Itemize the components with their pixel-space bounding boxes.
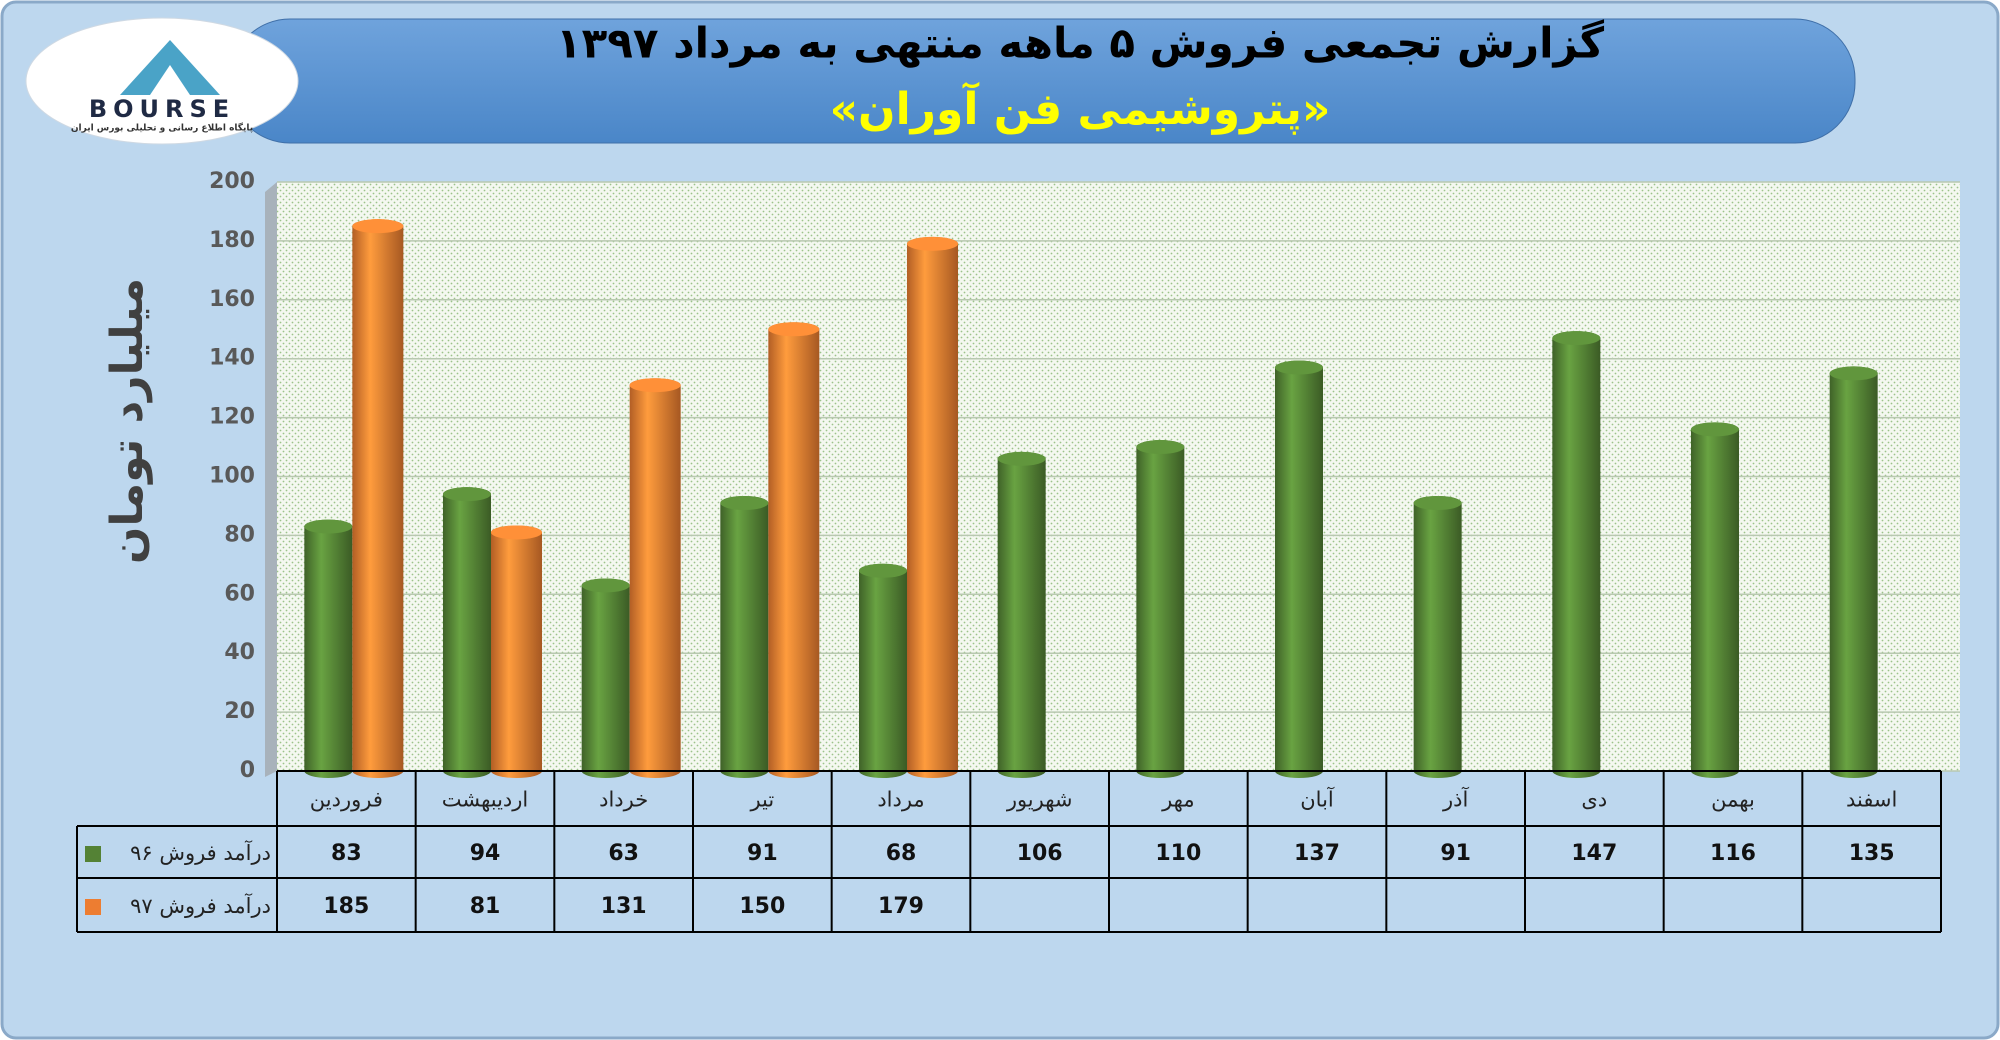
bar: [443, 487, 491, 778]
table-value: 116: [1710, 841, 1756, 866]
bar: [720, 496, 769, 778]
x-tick-label: مرداد: [877, 788, 924, 812]
y-tick-label: 100: [209, 464, 255, 489]
y-tick-label: 20: [224, 699, 255, 724]
bar: [1136, 440, 1185, 778]
bar-cap: [1136, 440, 1185, 455]
bar-cap: [581, 578, 630, 593]
bar: [1552, 331, 1601, 778]
bar: [907, 236, 958, 778]
bar: [1691, 422, 1739, 778]
bar-cap: [907, 236, 958, 251]
bar-cap: [1829, 366, 1878, 381]
bar: [491, 525, 542, 778]
x-tick-label: دی: [1581, 788, 1607, 812]
x-tick-label: خرداد: [599, 788, 648, 812]
table-value: 94: [470, 841, 501, 866]
table-value: 185: [323, 894, 369, 919]
x-tick-label: اسفند: [1846, 788, 1897, 812]
bar-cap: [997, 451, 1046, 466]
legend-label: درآمد فروش ۹۷: [130, 893, 271, 918]
table-value: 83: [331, 841, 362, 866]
bar: [1275, 360, 1323, 778]
bar: [997, 451, 1046, 778]
y-axis-label: میلیارد تومان: [102, 278, 153, 564]
table-value: 147: [1571, 841, 1617, 866]
x-tick-label: تیر: [749, 788, 774, 812]
bar: [1413, 496, 1462, 778]
legend-swatch: [85, 846, 101, 862]
bar-cap: [1552, 331, 1601, 346]
table-value: 110: [1155, 841, 1201, 866]
bar-cap: [1691, 422, 1739, 437]
chart-title: گزارش تجمعی فروش ۵ ماهه منتهی به مرداد ۱…: [556, 19, 1605, 69]
bar: [352, 219, 404, 779]
y-tick-label: 160: [209, 287, 255, 312]
chart-subtitle: «پتروشیمی فن آوران»: [830, 81, 1331, 135]
logo-tagline: پایگاه اطلاع رسانی و تحلیلی بورس ایران: [71, 122, 253, 134]
table-value: 68: [886, 841, 917, 866]
bar-cap: [859, 563, 907, 578]
bar: [304, 519, 353, 778]
y-tick-label: 140: [209, 346, 255, 371]
bar-cap: [1275, 360, 1323, 375]
x-tick-label: آبان: [1300, 787, 1335, 812]
y-tick-label: 60: [224, 581, 255, 606]
x-tick-label: آذر: [1442, 787, 1469, 812]
x-tick-label: فروردین: [310, 788, 383, 812]
y-tick-label: 200: [209, 169, 255, 194]
bar: [1829, 366, 1878, 778]
table-value: 63: [608, 841, 639, 866]
bar-cap: [1413, 496, 1462, 511]
legend-label: درآمد فروش ۹۶: [130, 840, 271, 865]
table-value: 137: [1294, 841, 1340, 866]
x-tick-label: مهر: [1161, 788, 1195, 812]
bar: [768, 322, 820, 778]
bar: [629, 378, 681, 778]
y-tick-label: 40: [224, 640, 255, 665]
table-value: 91: [1440, 841, 1471, 866]
legend-swatch: [85, 899, 101, 915]
bar-cap: [443, 487, 491, 502]
bar-cap: [629, 378, 681, 393]
side-wall: [265, 182, 277, 777]
x-tick-label: شهریور: [1006, 788, 1073, 812]
y-tick-label: 80: [224, 522, 255, 547]
table-value: 81: [470, 894, 501, 919]
y-tick-label: 180: [209, 228, 255, 253]
bar-cap: [720, 496, 769, 511]
bar: [859, 563, 907, 778]
table-value: 131: [601, 894, 647, 919]
table-value: 91: [747, 841, 778, 866]
bar-cap: [768, 322, 820, 337]
table-value: 135: [1849, 841, 1895, 866]
table-value: 150: [739, 894, 785, 919]
table-value: 179: [878, 894, 924, 919]
logo-name: BOURSE: [89, 95, 235, 123]
bar-cap: [491, 525, 542, 540]
bar-cap: [304, 519, 353, 534]
y-tick-label: 120: [209, 405, 255, 430]
table-value: 106: [1017, 841, 1063, 866]
bar: [581, 578, 630, 778]
logo-mark: [150, 65, 190, 95]
x-tick-label: اردیبهشت: [442, 788, 529, 812]
bar-cap: [352, 219, 404, 234]
x-tick-label: بهمن: [1711, 788, 1755, 812]
y-tick-label: 0: [240, 758, 255, 783]
